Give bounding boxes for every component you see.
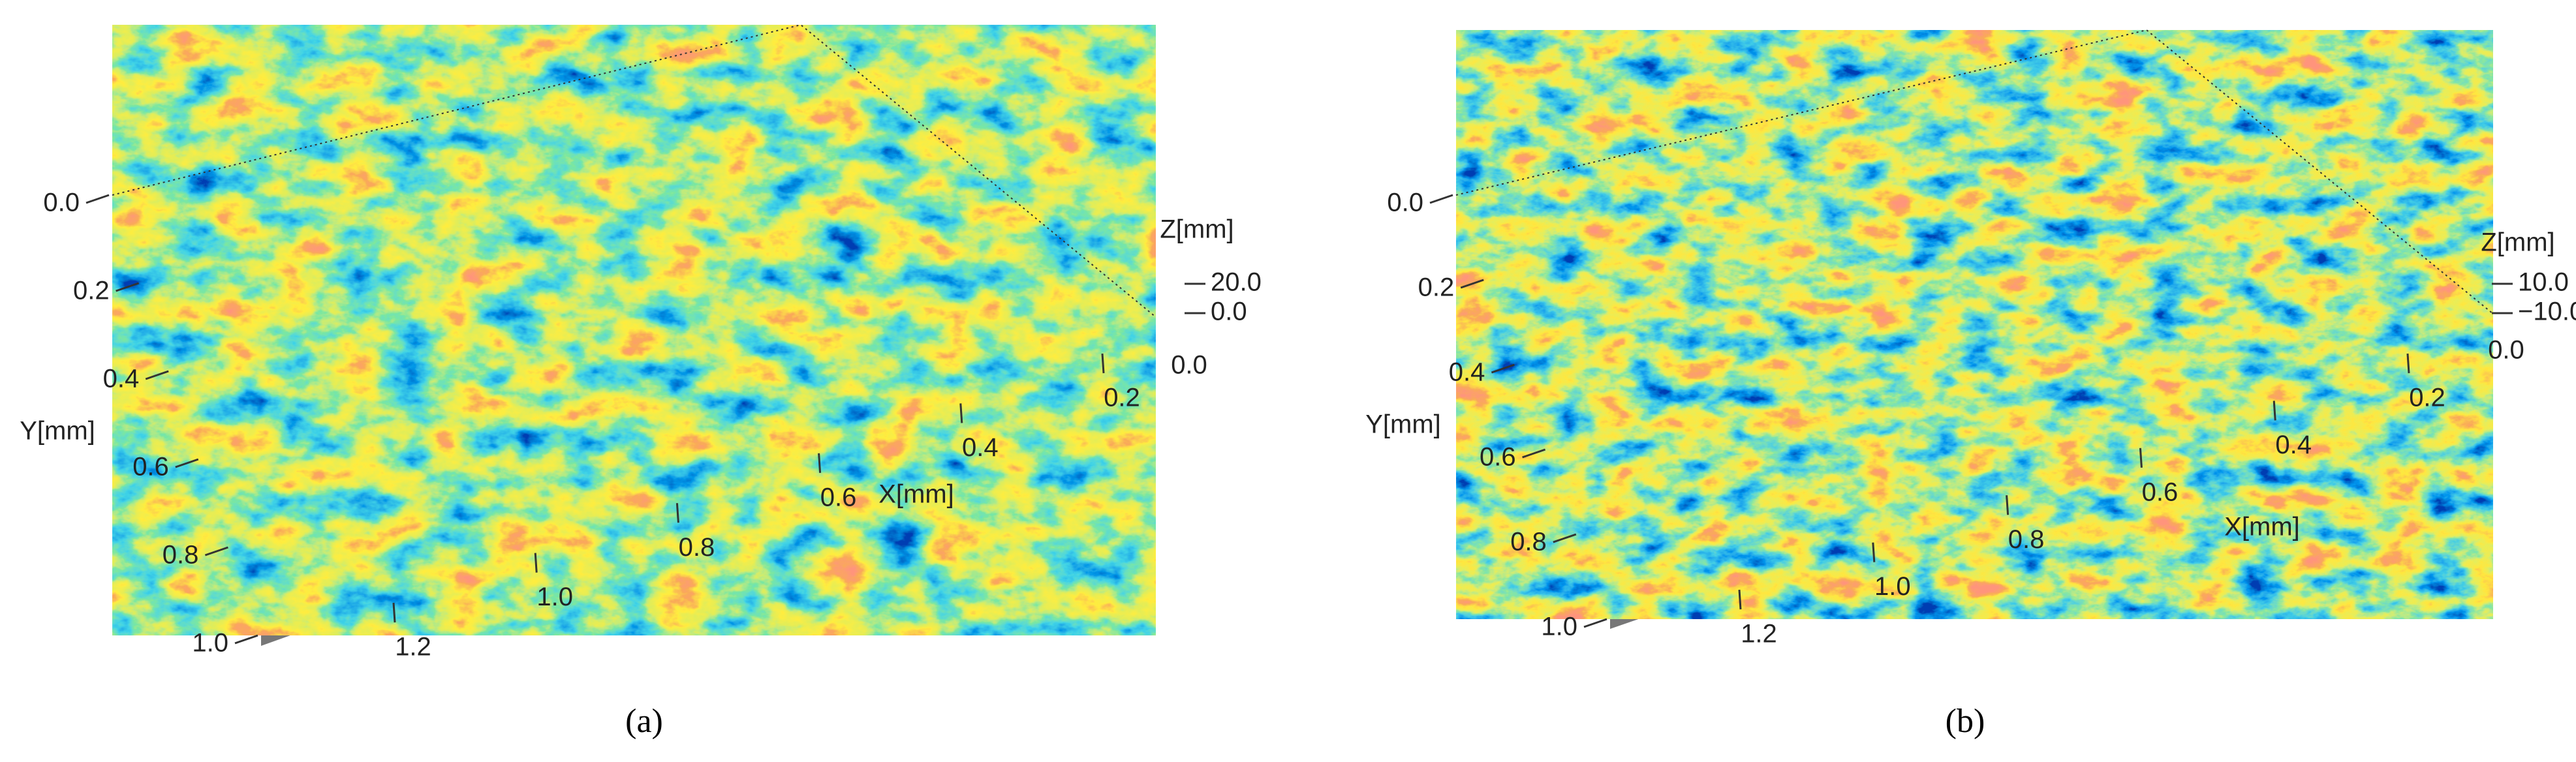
x-tick-mark (1872, 542, 1876, 562)
surface-edge (1455, 29, 2494, 314)
x-tick-mark (818, 453, 822, 473)
x-tick-label: 1.0 (536, 583, 573, 611)
x-tick-mark (2406, 353, 2410, 374)
y-tick-label: 1.0 (1541, 613, 1577, 641)
z-axis-label: Z[mm] (2481, 228, 2554, 257)
x-tick-label: 1.2 (1741, 620, 1777, 648)
y-tick-mark (204, 546, 228, 556)
surface (112, 25, 1156, 635)
y-tick-mark (175, 458, 199, 468)
x-axis-label: X[mm] (2224, 513, 2300, 541)
z-tick-label: 20.0 (1211, 268, 1262, 297)
x-tick-label: 0.0 (1171, 351, 1207, 380)
surface-base (1610, 314, 2493, 629)
y-tick-label: 0.8 (163, 541, 199, 570)
y-tick-mark (234, 634, 258, 645)
y-tick-label: 0.4 (103, 365, 140, 393)
x-tick-label: 1.2 (395, 633, 431, 662)
surface-base (261, 317, 1156, 646)
y-tick-mark (145, 370, 169, 380)
x-tick-mark (959, 403, 963, 423)
panel-b-surface (1455, 29, 2494, 629)
x-tick-mark (2273, 401, 2276, 421)
y-tick-mark (1522, 448, 1546, 459)
x-tick-label: 0.6 (2142, 478, 2179, 506)
y-tick-label: 0.4 (1449, 358, 1485, 387)
surface (1456, 30, 2493, 619)
x-tick-mark (534, 553, 538, 573)
panel-label: (a) (625, 703, 663, 740)
y-tick-mark (1491, 363, 1515, 374)
x-tick-label: 0.6 (820, 483, 857, 511)
x-tick-mark (2139, 448, 2143, 468)
x-tick-mark (1101, 353, 1105, 374)
x-tick-label: 0.2 (2409, 384, 2445, 412)
x-tick-mark (1738, 589, 1742, 610)
x-tick-label: 0.0 (2488, 336, 2524, 365)
x-tick-label: 0.8 (2008, 525, 2045, 554)
y-tick-mark (1460, 279, 1484, 289)
y-tick-label: 0.0 (43, 189, 80, 217)
y-axis-label: Y[mm] (1365, 410, 1441, 439)
x-tick-mark (675, 503, 679, 523)
y-tick-mark (1429, 194, 1453, 204)
x-tick-mark (392, 602, 396, 623)
x-tick-mark (2006, 495, 2010, 515)
y-tick-label: 0.6 (1480, 443, 1516, 472)
y-tick-label: 0.2 (73, 277, 110, 305)
y-tick-mark (1553, 533, 1577, 543)
y-tick-label: 0.2 (1418, 273, 1455, 302)
panel-label: (b) (1946, 703, 1985, 740)
y-tick-mark (116, 282, 140, 292)
z-tick-label: −10.0 (2518, 297, 2576, 326)
y-tick-mark (85, 194, 110, 204)
z-tick-label: 0.0 (1211, 297, 1247, 326)
y-tick-mark (1583, 618, 1607, 628)
z-tick-label: 10.0 (2518, 268, 2569, 297)
x-axis-label: X[mm] (878, 480, 954, 509)
x-tick-label: 0.8 (679, 533, 715, 562)
surface-edge (112, 23, 1156, 318)
z-axis-label: Z[mm] (1160, 215, 1234, 244)
x-tick-label: 0.4 (962, 433, 999, 462)
panel-a-surface (112, 23, 1156, 646)
x-tick-label: 1.0 (1874, 572, 1911, 601)
x-tick-label: 0.2 (1104, 384, 1140, 412)
y-axis-label: Y[mm] (20, 417, 95, 446)
y-tick-label: 0.6 (132, 453, 169, 481)
x-tick-label: 0.4 (2275, 431, 2312, 459)
y-tick-label: 0.8 (1510, 528, 1547, 556)
y-tick-label: 1.0 (192, 629, 228, 658)
y-tick-label: 0.0 (1387, 189, 1423, 217)
